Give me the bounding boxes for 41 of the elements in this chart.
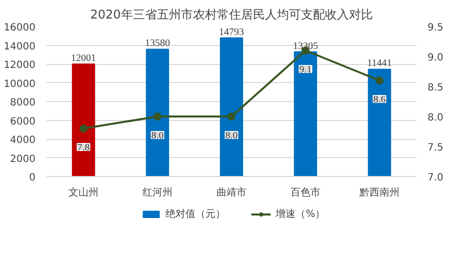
y-tick-label: 0 xyxy=(29,172,36,184)
bar xyxy=(72,63,96,176)
data-label: 9.1 xyxy=(299,64,312,76)
data-label: 8.6 xyxy=(373,94,386,106)
legend-label: 绝对值（元） xyxy=(166,208,226,221)
y-tick-label: 6000 xyxy=(10,116,36,128)
bar xyxy=(294,51,318,176)
data-label: 7.8 xyxy=(77,142,90,154)
y2-tick-label: 9.0 xyxy=(428,52,444,64)
y2-tick-label: 7.0 xyxy=(428,172,444,184)
point xyxy=(80,124,88,132)
y2-tick-label: 7.5 xyxy=(428,142,444,154)
x-tick-label: 百色市 xyxy=(290,186,320,198)
y-tick-label: 12000 xyxy=(4,60,36,71)
x-tick-label: 红河州 xyxy=(142,186,172,198)
x-tick-label: 黔西南州 xyxy=(358,186,400,198)
data-label: 12001 xyxy=(71,52,96,64)
point xyxy=(228,112,236,120)
y-tick-label: 4000 xyxy=(10,135,36,146)
chart-title: 2020年三省五州市农村常住居民人均可支配收入对比 xyxy=(90,8,373,22)
y-tick-label: 10000 xyxy=(4,78,36,90)
data-label: 8.0 xyxy=(151,130,164,142)
point xyxy=(376,76,384,84)
x-tick-label: 曲靖市 xyxy=(216,186,246,198)
data-label: 11441 xyxy=(367,58,392,70)
y-tick-label: 2000 xyxy=(10,154,36,165)
data-label: 8.0 xyxy=(225,130,238,142)
legend-label: 增速（%） xyxy=(276,208,326,221)
data-label: 13580 xyxy=(145,38,170,50)
y-tick-label: 14000 xyxy=(4,41,36,52)
y-tick-label: 16000 xyxy=(4,22,36,34)
y-tick-label: 8000 xyxy=(10,98,36,108)
y2-tick-label: 8.0 xyxy=(428,112,444,124)
bar xyxy=(220,37,244,176)
y2-tick-label: 8.5 xyxy=(428,82,444,94)
data-label: 14793 xyxy=(219,26,244,38)
bar xyxy=(368,68,392,176)
y2-tick-label: 9.5 xyxy=(428,22,444,34)
point xyxy=(154,112,162,120)
bar xyxy=(146,48,170,176)
x-tick-label: 文山州 xyxy=(68,186,98,198)
